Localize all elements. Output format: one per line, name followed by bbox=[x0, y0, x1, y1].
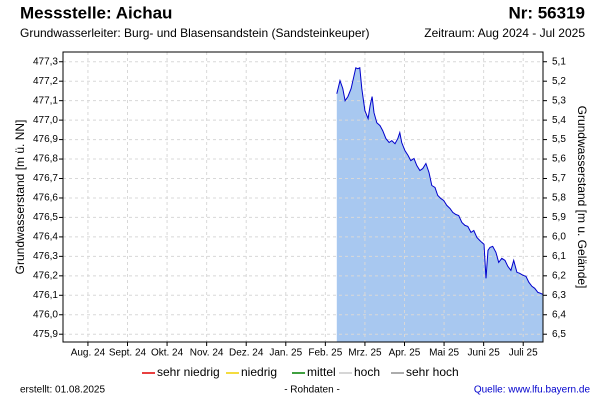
x-tick-label: Juli 25 bbox=[509, 348, 538, 359]
y2-tick-label: 5,7 bbox=[552, 173, 566, 184]
y-axis-label: Grundwasserstand [m ü. NN] bbox=[13, 120, 27, 275]
y2-tick-label: 5,8 bbox=[552, 193, 566, 204]
y2-tick-label: 5,3 bbox=[552, 95, 566, 106]
subtitle: Grundwasserleiter: Burg- und Blasensands… bbox=[20, 26, 370, 40]
legend-label: hoch bbox=[354, 365, 380, 379]
y2-tick-label: 6,1 bbox=[552, 251, 566, 262]
y2-tick-label: 6,0 bbox=[552, 232, 566, 243]
y2-tick-label: 5,6 bbox=[552, 154, 566, 165]
x-tick-label: Apr. 25 bbox=[389, 348, 421, 359]
y-tick-label: 477,1 bbox=[33, 95, 58, 106]
x-tick-label: Feb. 25 bbox=[308, 348, 342, 359]
created-date: erstellt: 01.08.2025 bbox=[20, 385, 105, 396]
legend-label: sehr hoch bbox=[406, 365, 459, 379]
y-tick-label: 476,7 bbox=[33, 173, 58, 184]
x-tick-label: Nov. 24 bbox=[190, 348, 224, 359]
y2-tick-label: 6,2 bbox=[552, 270, 566, 281]
legend-label: mittel bbox=[307, 365, 336, 379]
y-tick-label: 476,9 bbox=[33, 134, 58, 145]
y2-tick-label: 6,3 bbox=[552, 290, 566, 301]
y-tick-label: 477,0 bbox=[33, 115, 58, 126]
y2-tick-label: 5,1 bbox=[552, 56, 566, 67]
y-tick-label: 476,1 bbox=[33, 290, 58, 301]
y2-tick-label: 6,5 bbox=[552, 329, 566, 340]
y-tick-label: 476,6 bbox=[33, 193, 58, 204]
series-line bbox=[336, 67, 543, 295]
x-tick-label: Mai 25 bbox=[429, 348, 459, 359]
y-tick-label: 476,4 bbox=[33, 232, 58, 243]
y2-tick-label: 6,4 bbox=[552, 309, 566, 320]
x-tick-label: Dez. 24 bbox=[229, 348, 264, 359]
y2-tick-label: 5,9 bbox=[552, 212, 566, 223]
y-tick-label: 476,5 bbox=[33, 212, 58, 223]
raw-data-note: - Rohdaten - bbox=[284, 385, 340, 396]
chart-title: Messstelle: Aichau bbox=[20, 3, 172, 22]
x-tick-label: Aug. 24 bbox=[71, 348, 106, 359]
x-tick-label: Mrz. 25 bbox=[348, 348, 382, 359]
x-tick-label: Jan. 25 bbox=[269, 348, 302, 359]
y-tick-label: 476,2 bbox=[33, 270, 58, 281]
y-tick-label: 477,3 bbox=[33, 56, 58, 67]
area-fill bbox=[336, 67, 543, 343]
y2-tick-label: 5,2 bbox=[552, 76, 566, 87]
legend-label: sehr niedrig bbox=[157, 365, 220, 379]
y2-tick-label: 5,5 bbox=[552, 134, 566, 145]
y-tick-label: 476,0 bbox=[33, 309, 58, 320]
y-tick-label: 477,2 bbox=[33, 76, 58, 87]
period: Zeitraum: Aug 2024 - Jul 2025 bbox=[424, 26, 585, 40]
y-tick-label: 476,8 bbox=[33, 154, 58, 165]
plot-frame bbox=[62, 51, 544, 343]
y-tick-label: 476,3 bbox=[33, 251, 58, 262]
y2-axis-label: Grundwasserstand [m u. Gelände] bbox=[575, 106, 589, 289]
y-tick-label: 475,9 bbox=[33, 329, 58, 340]
y2-tick-label: 5,4 bbox=[552, 115, 566, 126]
x-tick-label: Juni 25 bbox=[468, 348, 501, 359]
x-tick-label: Okt. 24 bbox=[151, 348, 184, 359]
legend-label: niedrig bbox=[241, 365, 277, 379]
source-link[interactable]: Quelle: www.lfu.bayern.de bbox=[474, 385, 591, 396]
x-tick-label: Sept. 24 bbox=[109, 348, 147, 359]
station-number: Nr: 56319 bbox=[508, 3, 585, 22]
